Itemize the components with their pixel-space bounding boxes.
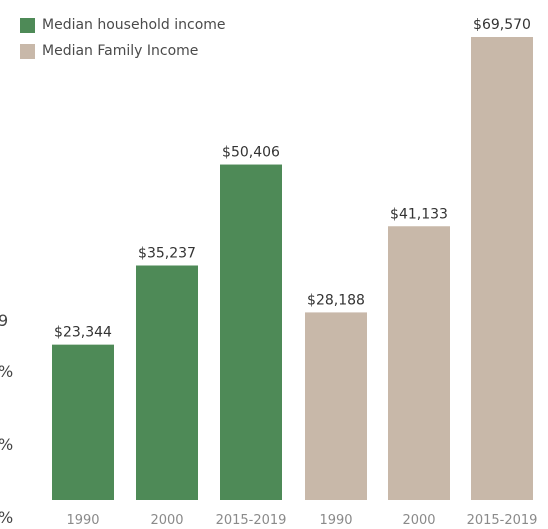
bar-household-1990	[52, 344, 114, 500]
legend-item-family: Median Family Income	[20, 38, 226, 64]
legend-swatch-household	[20, 17, 35, 33]
x-tick-label: 2015-2019	[467, 513, 538, 528]
legend-item-household: Median household income	[20, 12, 226, 38]
data-label: $69,570	[473, 17, 531, 33]
bar-family-2015-2019	[471, 37, 533, 500]
legend: Median household income Median Family In…	[20, 12, 226, 64]
x-tick-label: 2000	[150, 513, 183, 528]
clipped-label-fragment: 9	[0, 311, 9, 330]
x-tick-label: 1990	[319, 513, 352, 528]
data-label: $41,133	[390, 206, 448, 222]
clipped-label-fragment: %	[0, 435, 13, 454]
bar-family-2000	[388, 226, 450, 500]
clipped-label-fragment: %	[0, 362, 13, 381]
legend-label-household: Median household income	[42, 17, 226, 33]
bar-household-2015-2019	[220, 164, 282, 501]
bar-family-1990	[305, 312, 367, 500]
data-label: $35,237	[138, 245, 196, 261]
x-tick-label: 1990	[66, 513, 99, 528]
bar-household-2000	[136, 265, 198, 500]
x-tick-label: 2015-2019	[216, 513, 287, 528]
legend-label-family: Median Family Income	[42, 43, 199, 59]
data-label: $28,188	[307, 292, 365, 308]
clipped-label-fragment: %	[0, 508, 13, 527]
legend-swatch-family	[20, 43, 35, 59]
x-tick-label: 2000	[402, 513, 435, 528]
data-label: $23,344	[54, 325, 112, 341]
data-label: $50,406	[222, 145, 280, 161]
